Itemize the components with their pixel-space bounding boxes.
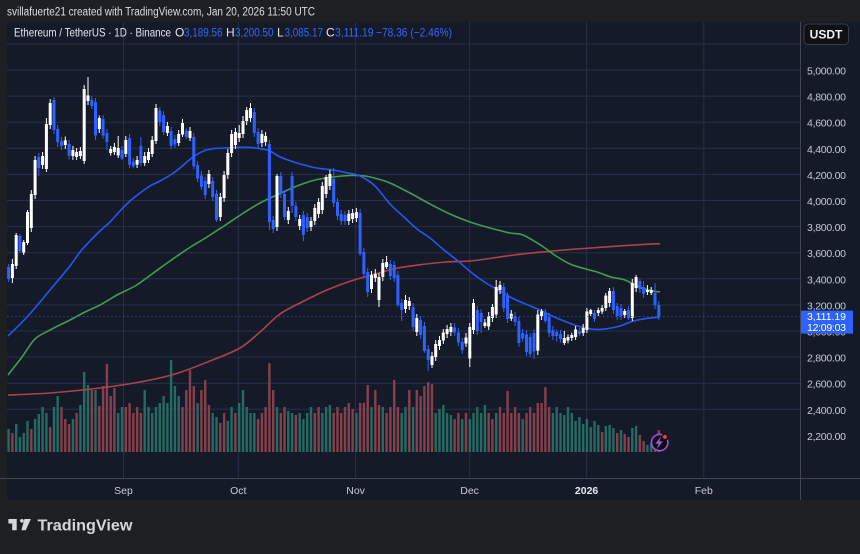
- svg-text:5,000.00: 5,000.00: [807, 66, 846, 78]
- svg-text:4,600.00: 4,600.00: [807, 118, 846, 130]
- svg-text:Feb: Feb: [695, 485, 713, 497]
- svg-text:4,200.00: 4,200.00: [807, 170, 846, 182]
- svg-text:Ethereum / TetherUS · 1D · Bin: Ethereum / TetherUS · 1D · Binance: [14, 26, 171, 40]
- svg-text:Nov: Nov: [346, 485, 365, 497]
- svg-text:4,800.00: 4,800.00: [807, 92, 846, 104]
- svg-text:2,400.00: 2,400.00: [807, 405, 846, 417]
- svg-text:3,189.56: 3,189.56: [184, 26, 223, 40]
- svg-text:3,800.00: 3,800.00: [807, 222, 846, 234]
- svg-text:4,400.00: 4,400.00: [807, 144, 846, 156]
- svg-text:3,600.00: 3,600.00: [807, 248, 846, 260]
- svg-text:USDT: USDT: [810, 28, 843, 42]
- svg-text:12:09:03: 12:09:03: [807, 322, 846, 334]
- svg-text:svillafuerte21 created with Tr: svillafuerte21 created with TradingView.…: [7, 7, 315, 19]
- svg-text:O: O: [175, 26, 184, 40]
- svg-text:3,111.19: 3,111.19: [807, 311, 846, 323]
- svg-text:3,111.19: 3,111.19: [335, 26, 374, 40]
- svg-text:3,400.00: 3,400.00: [807, 274, 846, 286]
- svg-text:−78.36 (−2.46%): −78.36 (−2.46%): [376, 26, 452, 40]
- svg-text:TradingView: TradingView: [38, 518, 134, 535]
- svg-text:Dec: Dec: [460, 485, 479, 497]
- svg-text:3,085.17: 3,085.17: [285, 26, 324, 40]
- svg-text:4,000.00: 4,000.00: [807, 196, 846, 208]
- svg-text:3,200.00: 3,200.00: [807, 300, 846, 312]
- svg-text:Oct: Oct: [230, 485, 246, 497]
- svg-text:Sep: Sep: [114, 485, 133, 497]
- svg-text:L: L: [277, 26, 284, 40]
- svg-text:C: C: [326, 26, 335, 40]
- svg-text:2,600.00: 2,600.00: [807, 379, 846, 391]
- svg-text:H: H: [226, 26, 235, 40]
- svg-text:2,800.00: 2,800.00: [807, 353, 846, 365]
- svg-text:2026: 2026: [575, 485, 599, 497]
- svg-text:3,200.50: 3,200.50: [235, 26, 274, 40]
- svg-text:2,200.00: 2,200.00: [807, 431, 846, 443]
